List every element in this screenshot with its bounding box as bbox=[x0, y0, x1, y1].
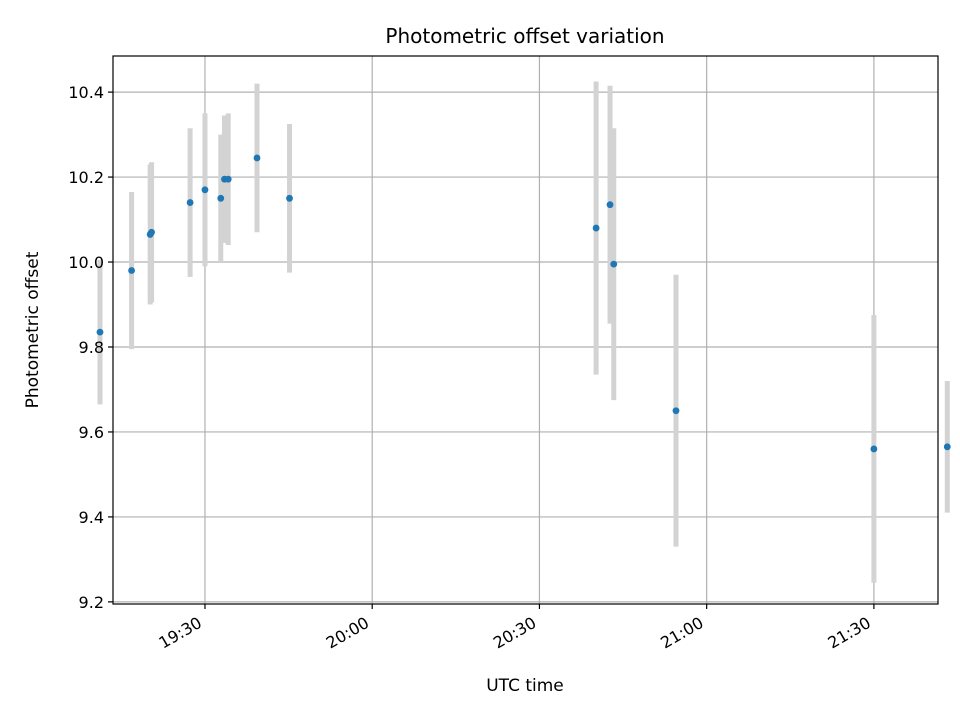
data-point bbox=[217, 194, 225, 202]
y-tick-label: 9.2 bbox=[79, 593, 104, 612]
y-tick-label: 9.6 bbox=[79, 423, 104, 442]
y-tick-label: 9.4 bbox=[79, 508, 104, 527]
x-tick-label: 21:00 bbox=[657, 613, 706, 653]
data-point bbox=[286, 194, 293, 202]
data-point bbox=[128, 267, 135, 274]
data-point bbox=[148, 228, 155, 236]
error-bars bbox=[97, 81, 950, 583]
y-tick-label: 10.2 bbox=[68, 168, 104, 187]
data-point bbox=[606, 201, 614, 209]
y-tick-label: 10.0 bbox=[68, 253, 104, 272]
x-tick-label: 20:00 bbox=[323, 613, 372, 653]
data-point bbox=[224, 175, 232, 183]
x-tick-label: 21:30 bbox=[824, 613, 873, 653]
data-point bbox=[610, 260, 618, 268]
y-tick-label: 10.4 bbox=[68, 83, 104, 102]
data-point bbox=[672, 407, 680, 415]
data-point bbox=[870, 445, 878, 453]
data-points bbox=[96, 154, 951, 453]
x-axis-label: UTC time bbox=[486, 676, 564, 696]
data-point bbox=[253, 154, 261, 162]
chart-title: Photometric offset variation bbox=[385, 24, 664, 48]
y-tick-label: 9.8 bbox=[79, 338, 104, 357]
y-axis-label: Photometric offset bbox=[23, 251, 43, 408]
data-point bbox=[201, 186, 209, 194]
data-point bbox=[592, 224, 600, 232]
grid bbox=[113, 56, 938, 604]
plot-area-frame bbox=[112, 55, 939, 605]
data-point bbox=[186, 199, 194, 206]
x-tick-label: 19:30 bbox=[156, 613, 205, 653]
x-tick-label: 20:30 bbox=[490, 613, 539, 653]
data-point bbox=[943, 443, 951, 451]
data-point bbox=[96, 328, 104, 336]
